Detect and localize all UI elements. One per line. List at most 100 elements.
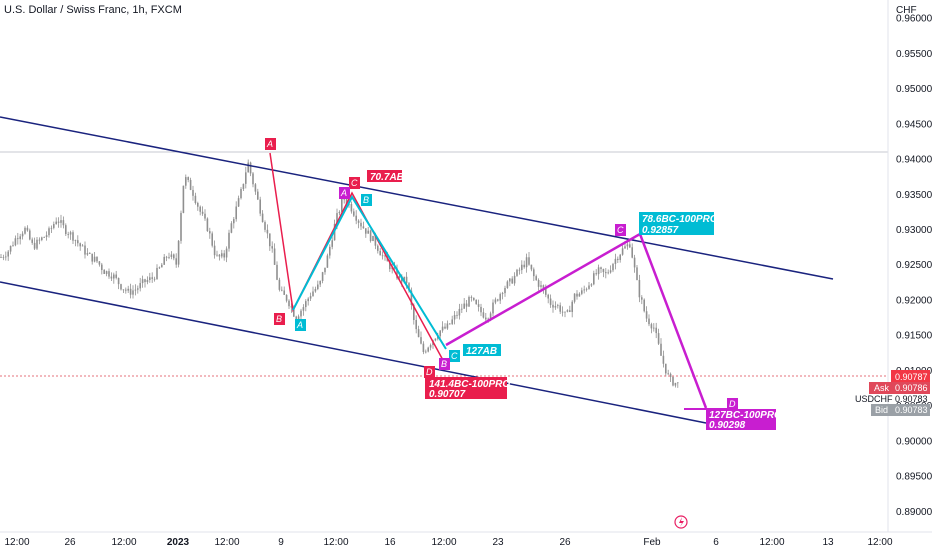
price-tick-label: 0.95000	[896, 84, 932, 95]
candle-body	[269, 233, 271, 247]
candle-body	[343, 198, 345, 200]
candle-body	[113, 274, 115, 279]
candle-body	[225, 248, 228, 258]
candle-body	[489, 313, 492, 319]
candle-body	[41, 237, 43, 240]
channel-upper-line[interactable]	[0, 116, 834, 280]
candle-body	[329, 246, 331, 256]
candle-body	[218, 254, 221, 257]
candle-body	[153, 278, 156, 280]
candle-body	[365, 228, 367, 234]
candle-body	[518, 269, 521, 271]
candle-body	[29, 230, 31, 240]
candle-body	[595, 273, 597, 275]
candle-body	[132, 290, 134, 295]
candle-body	[33, 242, 36, 249]
candle-body	[497, 299, 499, 301]
candle-body	[614, 258, 617, 264]
bid-value: 0.90783	[895, 405, 928, 415]
candle-body	[480, 306, 482, 313]
candle-body	[7, 251, 9, 257]
candle-body	[77, 240, 79, 244]
candle-body	[139, 283, 141, 289]
candle-body	[14, 238, 17, 246]
candle-body	[446, 323, 449, 329]
candle-body	[302, 307, 305, 311]
candle-body	[216, 254, 218, 256]
candle-body	[151, 277, 153, 279]
candle-body	[266, 229, 269, 234]
candle-body	[26, 227, 29, 231]
candle-body	[326, 255, 329, 268]
last-price-tag	[891, 370, 930, 382]
candle-body	[156, 267, 158, 280]
candle-body	[134, 289, 137, 291]
candle-body	[45, 235, 48, 237]
candle-body	[559, 305, 561, 312]
candle-body	[137, 288, 139, 290]
candle-body	[645, 311, 648, 319]
candle-body	[9, 245, 12, 252]
candle-body	[463, 303, 465, 309]
candle-body	[444, 326, 446, 329]
candle-body	[456, 314, 458, 316]
candle-body	[103, 269, 105, 274]
lightning-icon[interactable]	[674, 515, 688, 529]
candle-body	[513, 275, 516, 284]
price-axis[interactable]: 0.96000 0.95500 0.95000 0.94500 0.94000 0.935…	[896, 14, 932, 518]
candle-body	[252, 173, 254, 185]
candle-body	[237, 198, 240, 207]
candle-body	[312, 291, 314, 297]
candle-body	[485, 317, 487, 320]
price-tick-label: 0.91500	[896, 331, 932, 342]
candle-body	[276, 264, 278, 280]
candle-body	[50, 227, 53, 229]
candle-body	[74, 240, 77, 241]
candle-body	[461, 308, 463, 310]
candle-body	[465, 303, 468, 307]
candle-body	[245, 172, 247, 184]
candle-body	[561, 311, 564, 313]
label-red-d: D	[426, 367, 433, 377]
candle-body	[288, 300, 290, 307]
channel-lower-line[interactable]	[0, 281, 707, 424]
candle-body	[93, 256, 96, 262]
candle-body	[336, 213, 338, 224]
candle-body	[609, 270, 612, 273]
candle-body	[317, 284, 319, 290]
candle-body	[338, 211, 341, 214]
candle-body	[24, 227, 26, 234]
label-red-a: A	[266, 139, 273, 149]
candle-body	[537, 280, 540, 287]
candle-body	[240, 189, 242, 199]
candle-body	[362, 226, 365, 229]
candle-body	[585, 288, 588, 290]
candle-body	[667, 373, 669, 375]
candle-body	[38, 239, 41, 241]
candle-body	[597, 267, 600, 275]
candle-body	[600, 267, 602, 270]
price-tick-label: 0.94500	[896, 119, 932, 130]
candle-body	[36, 239, 38, 249]
candle-body	[331, 240, 333, 247]
candle-body	[307, 298, 309, 302]
candle-body	[12, 245, 14, 247]
candle-body	[259, 199, 261, 214]
candle-body	[230, 223, 233, 233]
axis-currency: CHF	[896, 5, 917, 16]
time-axis[interactable]: 12:00 26 12:00 2023 12:00 9 12:00 16 12:00 23 26 Fe…	[4, 537, 892, 548]
candle-body	[31, 239, 33, 243]
candle-body	[501, 293, 504, 295]
candle-body	[396, 268, 398, 279]
candle-body	[607, 272, 609, 274]
candle-body	[254, 184, 257, 192]
candle-body	[576, 293, 578, 297]
symbol-value: 0.90783	[895, 394, 928, 404]
time-tick-label: 2023	[167, 537, 190, 548]
pattern-cyan-line[interactable]	[292, 194, 447, 350]
candle-body	[213, 245, 216, 256]
label-magenta-a-left: A	[340, 188, 347, 198]
candle-body	[473, 297, 475, 300]
